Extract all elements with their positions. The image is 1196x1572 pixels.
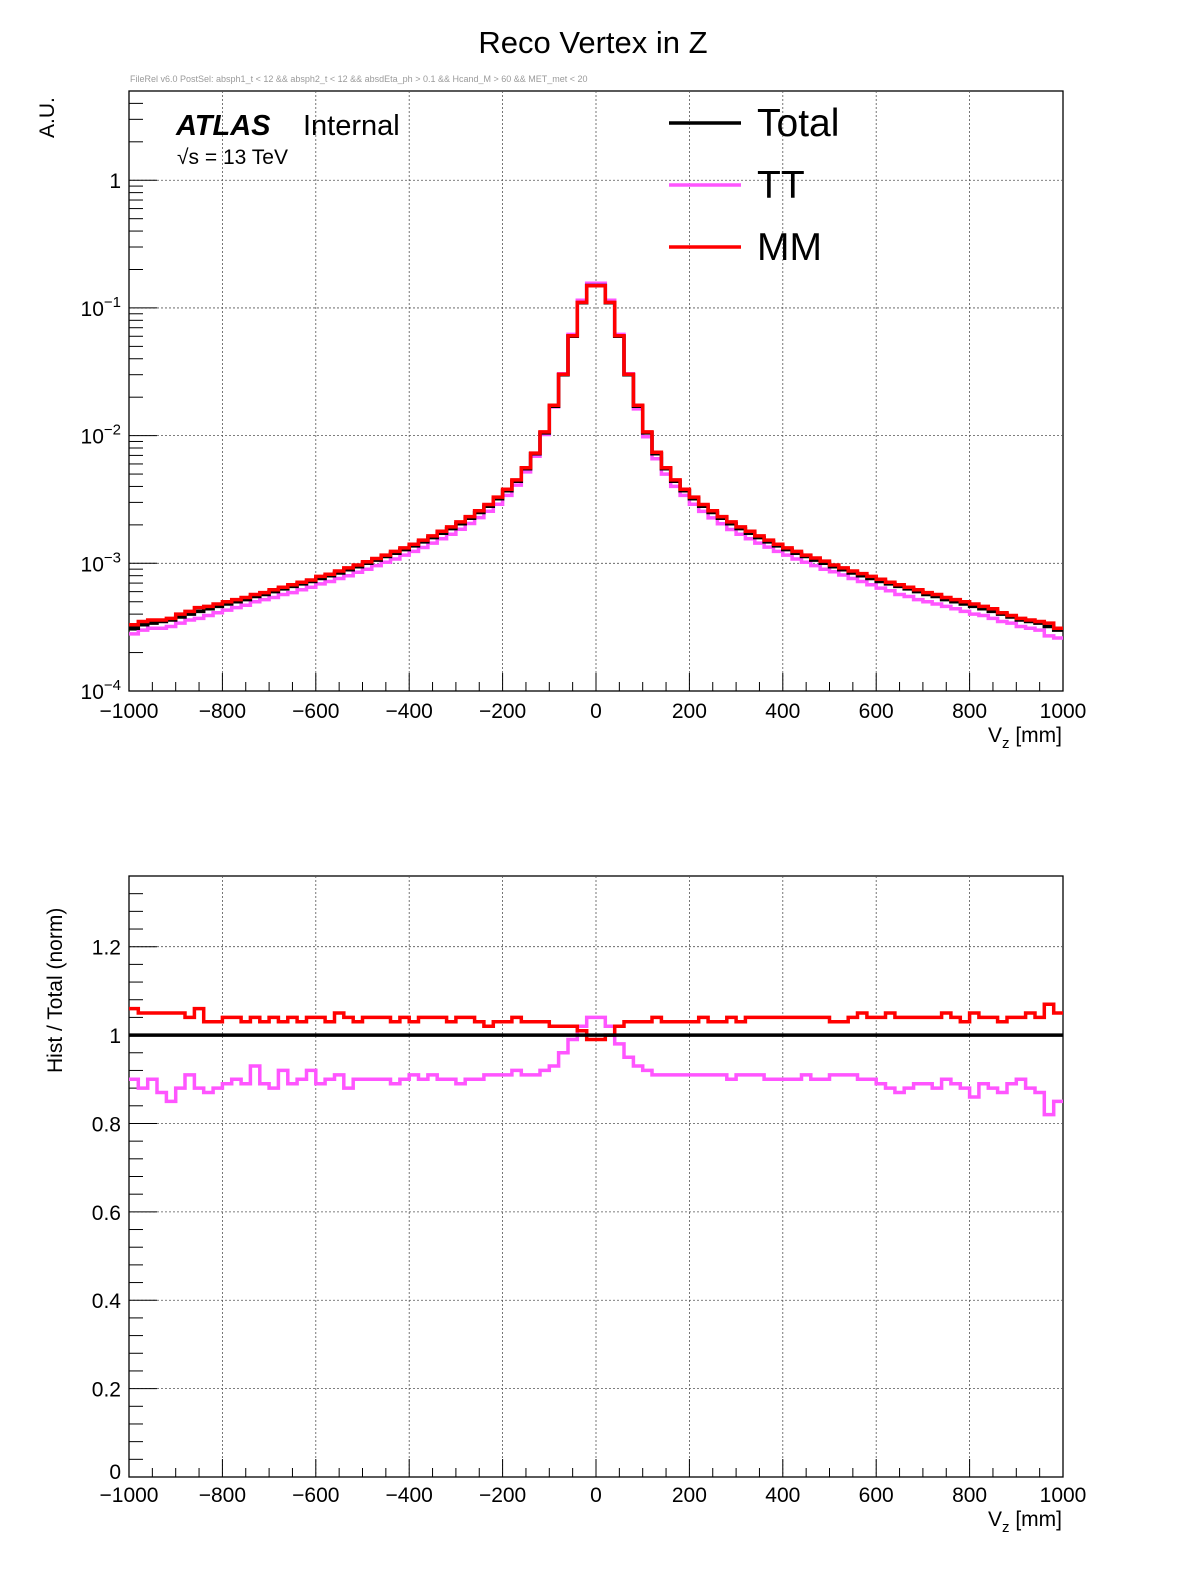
top-x-tick-label: 800 [952, 700, 987, 723]
top-tick-labels: −1000 −800 −600 −400 −200 0 200 400 600 800 1000 10… [81, 170, 1087, 723]
bottom-series [129, 1002, 1063, 1117]
top-series-mm [129, 284, 1063, 631]
top-y-tick-label: 10−2 [81, 422, 121, 449]
bottom-y-axis-title: Hist / Total (norm) [44, 908, 67, 1073]
legend-label-total: Total [757, 102, 839, 145]
legend: Total TT MM [669, 102, 839, 269]
legend-label-mm: MM [757, 226, 822, 269]
top-series [129, 281, 1063, 640]
bottom-y-tick-label: 1.2 [92, 937, 121, 960]
top-y-tick-label: 10−4 [81, 677, 121, 704]
bottom-x-tick-label: 400 [765, 1484, 800, 1507]
top-x-tick-label: −1000 [100, 700, 159, 723]
bottom-x-tick-label: −800 [199, 1484, 246, 1507]
legend-label-tt: TT [757, 164, 805, 207]
atlas-status-label: Internal [303, 110, 400, 142]
top-ticks [128, 90, 1064, 692]
bottom-x-tick-label: −400 [386, 1484, 433, 1507]
atlas-energy-label: √s = 13 TeV [177, 146, 288, 169]
top-x-tick-label: −600 [292, 700, 339, 723]
bottom-x-tick-label: 0 [590, 1484, 602, 1507]
bottom-x-tick-label: 200 [672, 1484, 707, 1507]
bottom-series-tt [129, 1015, 1063, 1117]
bottom-y-tick-label: 0 [109, 1461, 121, 1484]
bottom-x-axis-title: Vz [mm] [988, 1508, 1062, 1536]
bottom-x-tick-label: 1000 [1040, 1484, 1087, 1507]
top-y-axis-title: A.U. [36, 97, 59, 138]
bottom-y-tick-label: 0.6 [92, 1202, 121, 1225]
top-y-tick-label: 10−3 [81, 549, 121, 576]
top-y-tick-label: 1 [109, 170, 121, 193]
top-grid [129, 91, 1063, 691]
bottom-y-tick-label: 1 [109, 1025, 121, 1048]
bottom-grid [129, 876, 1063, 1477]
bottom-panel: −1000 −800 −600 −400 −200 0 200 400 600 800 1000 0 0… [44, 875, 1087, 1536]
top-x-tick-label: −800 [199, 700, 246, 723]
bottom-y-tick-label: 0.2 [92, 1379, 121, 1402]
top-x-tick-label: −200 [479, 700, 526, 723]
top-x-tick-label: 0 [590, 700, 602, 723]
bottom-x-tick-label: −200 [479, 1484, 526, 1507]
bottom-x-tick-label: 600 [859, 1484, 894, 1507]
bottom-y-tick-label: 0.8 [92, 1113, 121, 1136]
top-x-tick-label: 400 [765, 700, 800, 723]
bottom-series-mm [129, 1002, 1063, 1042]
top-x-tick-label: −400 [386, 700, 433, 723]
bottom-x-tick-label: −600 [292, 1484, 339, 1507]
bottom-ticks [128, 893, 1064, 1478]
top-x-axis-title: Vz [mm] [988, 724, 1062, 752]
top-series-tt [129, 281, 1063, 640]
bottom-tick-labels: −1000 −800 −600 −400 −200 0 200 400 600 800 1000 0 0… [92, 937, 1087, 1507]
top-x-tick-label: 600 [859, 700, 894, 723]
atlas-experiment-label: ATLAS [175, 110, 271, 142]
bottom-x-tick-label: −1000 [100, 1484, 159, 1507]
selection-cut-text: FileRel v6.0 PostSel: absph1_t < 12 && a… [130, 74, 588, 84]
bottom-y-tick-label: 0.4 [92, 1290, 122, 1313]
top-x-tick-label: 200 [672, 700, 707, 723]
bottom-x-tick-label: 800 [952, 1484, 987, 1507]
chart-title: Reco Vertex in Z [478, 25, 707, 60]
top-y-tick-label: 10−1 [81, 294, 121, 321]
top-panel: −1000 −800 −600 −400 −200 0 200 400 600 800 1000 10… [36, 90, 1087, 752]
top-x-tick-label: 1000 [1040, 700, 1087, 723]
